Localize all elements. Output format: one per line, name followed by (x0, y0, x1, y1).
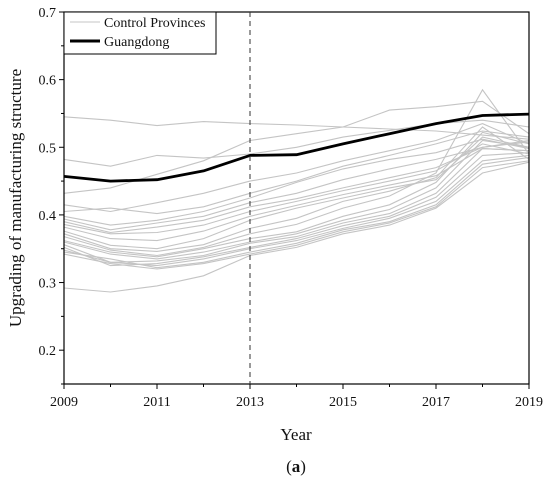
y-tick-label: 0.4 (39, 209, 57, 224)
x-tick-label: 2009 (50, 395, 78, 410)
y-tick-label: 0.3 (39, 277, 57, 292)
panel-caption: (a) (286, 457, 306, 476)
y-tick-label: 0.5 (39, 141, 57, 156)
control-province-line-14 (63, 131, 530, 258)
control-province-line-20 (63, 160, 530, 270)
control-province-line-7 (63, 139, 530, 231)
control-province-line-4 (63, 123, 530, 213)
x-tick-label: 2015 (329, 395, 357, 410)
y-tick-label: 0.2 (39, 344, 57, 359)
control-province-line-21 (63, 161, 530, 293)
control-province-line-15 (63, 139, 530, 260)
plot-frame (63, 11, 530, 385)
control-province-line-17 (63, 152, 530, 267)
control-province-line-10 (63, 148, 530, 242)
control-province-line-16 (63, 148, 530, 263)
control-province-line-19 (63, 156, 530, 269)
control-province-line-2 (63, 119, 530, 167)
legend-label-guangdong: Guangdong (104, 35, 169, 50)
legend-box (63, 11, 217, 55)
y-axis-ticks: 0.2 0.3 0.4 0.5 0.6 0.7 (39, 6, 64, 385)
legend-label-control: Control Provinces (104, 16, 206, 31)
series-line-guangdong (63, 112, 530, 183)
x-tick-label: 2017 (422, 395, 450, 410)
treated-lines (63, 112, 530, 183)
control-province-line-6 (63, 138, 530, 226)
y-tick-label: 0.7 (39, 6, 57, 21)
control-province-line-12 (63, 126, 530, 252)
x-tick-label: 2013 (236, 395, 264, 410)
control-province-line-1 (63, 116, 530, 140)
control-province-line-5 (63, 130, 530, 215)
control-province-line-13 (63, 88, 530, 257)
control-province-line-9 (63, 143, 530, 235)
legend: Control Provinces Guangdong (63, 11, 217, 55)
x-axis-title: Year (280, 425, 312, 444)
control-lines (63, 88, 530, 293)
x-axis-ticks: 2009 2011 2013 2015 2017 2019 (50, 384, 543, 410)
y-tick-label: 0.6 (39, 74, 57, 89)
x-tick-label: 2019 (515, 395, 543, 410)
x-tick-label: 2011 (143, 395, 170, 410)
y-axis-title: Upgrading of manufacturing structure (6, 69, 25, 327)
